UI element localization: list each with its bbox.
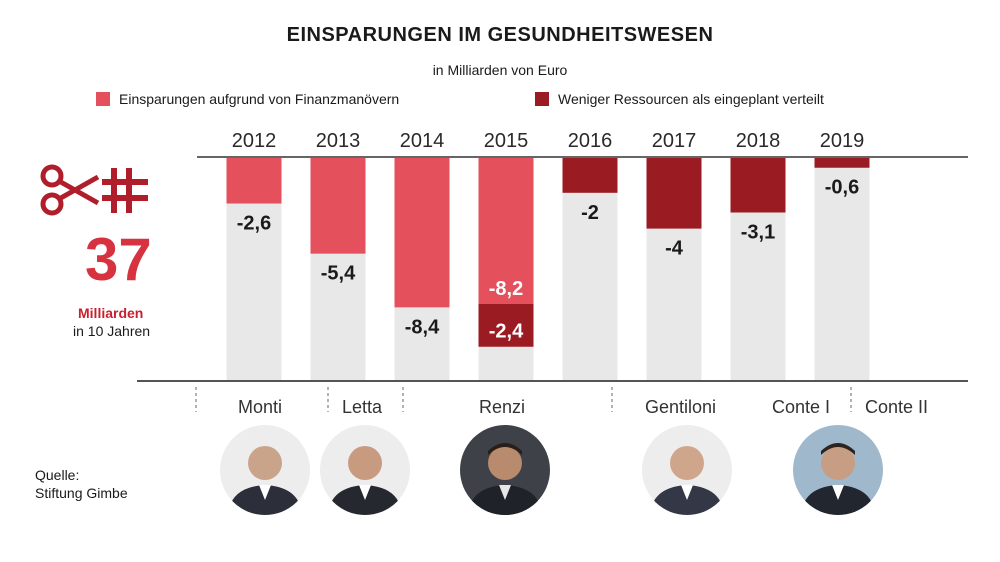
data-label-2015-0: -8,2	[489, 278, 523, 300]
bar-background-2019	[814, 157, 870, 381]
source-note: Quelle: Stiftung Gimbe	[35, 466, 128, 502]
portrait-gentiloni	[642, 425, 732, 515]
legend-label-financial: Einsparungen aufgrund von Finanzmanövern	[119, 91, 400, 107]
portrait-renzi	[460, 425, 550, 515]
bar-2019-series-1	[814, 157, 870, 168]
source-name: Stiftung Gimbe	[35, 485, 128, 501]
data-label-2013: -5,4	[321, 263, 356, 285]
chart-subtitle: in Milliarden von Euro	[432, 62, 568, 78]
scissors-cross-icon	[40, 164, 148, 216]
legend-label-resources: Weniger Ressourcen als eingeplant vertei…	[558, 91, 824, 107]
x-tick-label-2014: 2014	[400, 130, 445, 152]
legend-item-financial: Einsparungen aufgrund von Finanzmanövern	[96, 91, 399, 107]
person-name-conte-ii: Conte II	[865, 397, 929, 417]
legend-item-resources: Weniger Ressourcen als eingeplant vertei…	[535, 91, 824, 107]
person-name-monti: Monti	[238, 397, 283, 417]
bar-2018-series-1	[730, 157, 786, 213]
bar-2012-series-0	[226, 157, 282, 204]
bar-2015-series-0	[478, 157, 534, 304]
data-label-2015-1: -2,4	[489, 321, 524, 343]
bar-background-2016	[562, 157, 618, 381]
x-tick-label-2013: 2013	[316, 130, 361, 152]
person-name-conte-i: Conte I	[772, 397, 831, 417]
data-label-2017: -4	[665, 238, 684, 260]
data-label-2014: -8,4	[405, 316, 440, 338]
portrait-letta	[320, 425, 410, 515]
data-label-2012: -2,6	[237, 213, 271, 235]
x-tick-label-2015: 2015	[484, 130, 529, 152]
x-tick-label-2018: 2018	[736, 130, 781, 152]
chart-title: EINSPARUNGEN IM GESUNDHEITSWESEN	[286, 24, 714, 46]
total-savings-period: in 10 Jahren	[73, 323, 151, 339]
portrait-conte	[793, 425, 883, 515]
bar-2013-series-0	[310, 157, 366, 254]
legend-swatch-financial	[96, 92, 110, 106]
source-label: Quelle:	[35, 467, 80, 483]
legend-swatch-resources	[535, 92, 549, 106]
data-label-2016: -2	[581, 202, 599, 224]
data-label-2018: -3,1	[741, 221, 775, 243]
bar-2015-series-1	[478, 303, 534, 347]
person-name-renzi: Renzi	[479, 397, 526, 417]
portrait-monti	[220, 425, 310, 515]
x-tick-label-2019: 2019	[820, 130, 865, 152]
bar-2014-series-0	[394, 157, 450, 308]
total-savings-value: 37	[85, 226, 152, 293]
person-name-gentiloni: Gentiloni	[645, 397, 717, 417]
x-tick-label-2017: 2017	[652, 130, 697, 152]
x-tick-label-2016: 2016	[568, 130, 613, 152]
bar-2017-series-1	[646, 157, 702, 229]
data-label-2019: -0,6	[825, 177, 859, 199]
bar-2016-series-1	[562, 157, 618, 193]
person-name-letta: Letta	[342, 397, 383, 417]
x-tick-label-2012: 2012	[232, 130, 277, 152]
total-savings-unit: Milliarden	[78, 305, 144, 321]
